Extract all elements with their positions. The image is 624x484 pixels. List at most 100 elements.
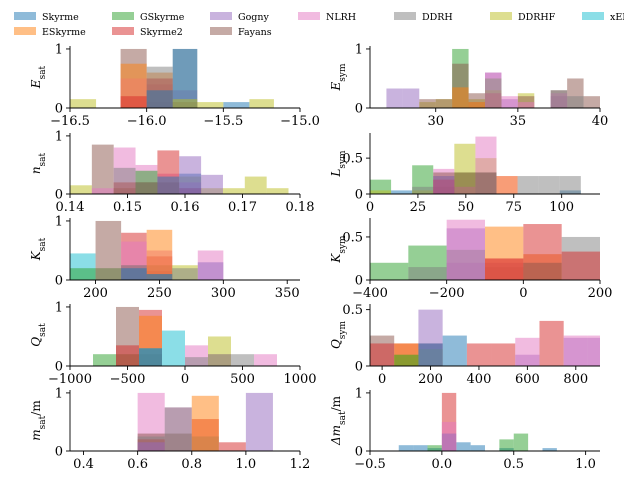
x-tick-label: 600 <box>515 372 540 387</box>
bar-skyrme <box>391 190 413 194</box>
legend-entry-ddrhf: DDRHF <box>490 12 556 23</box>
bars <box>70 220 224 280</box>
x-tick-label: 200 <box>418 372 443 387</box>
legend-entry-nlrh: NLRH <box>298 12 356 23</box>
x-tick-label: 0.18 <box>286 200 315 215</box>
bar-eskyrme <box>191 395 219 451</box>
y-axis-label: Ksat <box>29 237 48 261</box>
legend-label: ESkyrme <box>42 27 86 38</box>
panel-dmsat: −0.5 0.0 0.5 1.0 0 1 Δmsat/m <box>329 386 600 472</box>
bar-skyrme2 <box>116 345 139 366</box>
bar-ddrhf <box>370 190 392 194</box>
x-tick-label: 0 <box>378 372 386 387</box>
bar-fayans <box>523 262 562 280</box>
y-axis-label: Ksym <box>329 235 348 264</box>
bar-skyrme <box>172 48 198 108</box>
legend-swatch <box>112 12 134 20</box>
panel-nsat: 0.14 0.15 0.16 0.17 0.18 0 1 nsat <box>29 129 314 215</box>
x-tick-label: 1000 <box>283 372 316 387</box>
y-axis-label: Qsym <box>329 321 348 350</box>
x-tick-label: 0.6 <box>127 457 148 472</box>
panel-Ksat: 200 250 300 350 0 1 Ksat <box>29 214 300 301</box>
x-tick-label: 200 <box>83 286 108 301</box>
legend-label: GSkyrme <box>140 12 185 23</box>
y-tick-label: 1 <box>355 42 363 57</box>
x-tick-label: 350 <box>275 286 300 301</box>
y-axis-label: nsat <box>29 152 48 174</box>
bar-fayans <box>91 144 114 194</box>
bar-skyrme <box>146 274 173 280</box>
legend-label: Fayans <box>238 27 272 38</box>
bar-gogny <box>245 392 273 451</box>
bar-ddrh <box>550 90 568 108</box>
bar-nlrh <box>446 219 485 280</box>
bar-skyrme <box>139 348 162 366</box>
bars <box>370 309 600 366</box>
bar-ddrh <box>164 407 192 451</box>
y-tick-label: 1 <box>55 42 63 57</box>
x-tick-label: −16.0 <box>127 114 167 129</box>
bar-ddrh <box>517 176 539 194</box>
x-tick-label: 1.0 <box>575 457 596 472</box>
x-tick-label: 250 <box>147 286 172 301</box>
bar-ddrh <box>412 186 434 194</box>
bar-gskyrme <box>70 268 96 280</box>
legend-label: Skyrme2 <box>140 27 183 38</box>
legend-swatch <box>14 27 36 35</box>
bar-skyrme2 <box>466 343 492 366</box>
bar-ddrhf <box>197 102 224 108</box>
bar-skyrme <box>398 445 414 451</box>
bar-skyrme <box>418 343 443 366</box>
bar-skyrme2 <box>218 442 246 451</box>
panel-Qsym: 0 200 400 600 800 0 0.5 Qsym <box>329 303 600 387</box>
bars <box>70 48 274 108</box>
y-tick-label: 0 <box>55 274 63 289</box>
x-tick-label: 0.4 <box>73 457 94 472</box>
bar-skyrme <box>121 268 147 280</box>
x-tick-label: −16.5 <box>50 114 90 129</box>
y-tick-label: 1 <box>55 300 63 315</box>
legend-label: Gogny <box>238 12 270 23</box>
bar-nlrh <box>515 337 540 366</box>
panel-Esat: −16.5 −16.0 −15.5 −15.0 0 1 Esat <box>29 42 320 129</box>
legend-entry-gskyrme: GSkyrme <box>112 12 185 23</box>
bar-gogny <box>402 88 420 108</box>
bar-nlrh <box>91 188 114 194</box>
y-tick-label: 1 <box>55 214 63 229</box>
y-tick-label: 0 <box>355 188 363 203</box>
bar-ddrhf <box>249 99 274 108</box>
legend-label: DDRH <box>422 12 453 23</box>
legend-label: DDRHF <box>518 12 556 23</box>
y-tick-label: 1 <box>55 129 63 144</box>
bar-skyrme <box>456 442 471 451</box>
x-tick-label: 0.16 <box>171 200 200 215</box>
legend-swatch <box>582 12 604 20</box>
bar-nlrh <box>587 335 600 366</box>
x-tick-label: 200 <box>588 286 613 301</box>
bar-ddrh <box>538 176 560 194</box>
bar-gskyrme <box>513 433 529 451</box>
x-tick-label: 0 <box>181 372 189 387</box>
y-axis-label: msat/m <box>29 400 48 441</box>
bar-gskyrme <box>394 354 419 366</box>
bar-fayans <box>454 172 476 194</box>
x-tick-label: 0.8 <box>181 457 202 472</box>
bar-gskyrme <box>499 439 514 451</box>
bars <box>70 144 289 194</box>
x-tick-label: 500 <box>230 372 255 387</box>
bar-gogny <box>386 88 403 108</box>
bar-skyrme <box>542 448 557 451</box>
x-tick-label: 0 <box>519 286 527 301</box>
x-tick-label: 0 <box>366 200 374 215</box>
x-tick-label: 0.15 <box>113 200 142 215</box>
panel-msat: 0.4 0.6 0.8 1.0 1.2 0 1 msat/m <box>29 386 310 472</box>
x-tick-label: 75 <box>505 200 522 215</box>
bar-xeft <box>162 330 185 366</box>
x-tick-label: −15.5 <box>203 114 243 129</box>
x-tick-label: 35 <box>510 114 527 129</box>
bar-ddrh <box>408 267 447 280</box>
bar-ddrh <box>559 176 581 194</box>
legend-entry-skyrme: Skyrme <box>14 12 79 23</box>
